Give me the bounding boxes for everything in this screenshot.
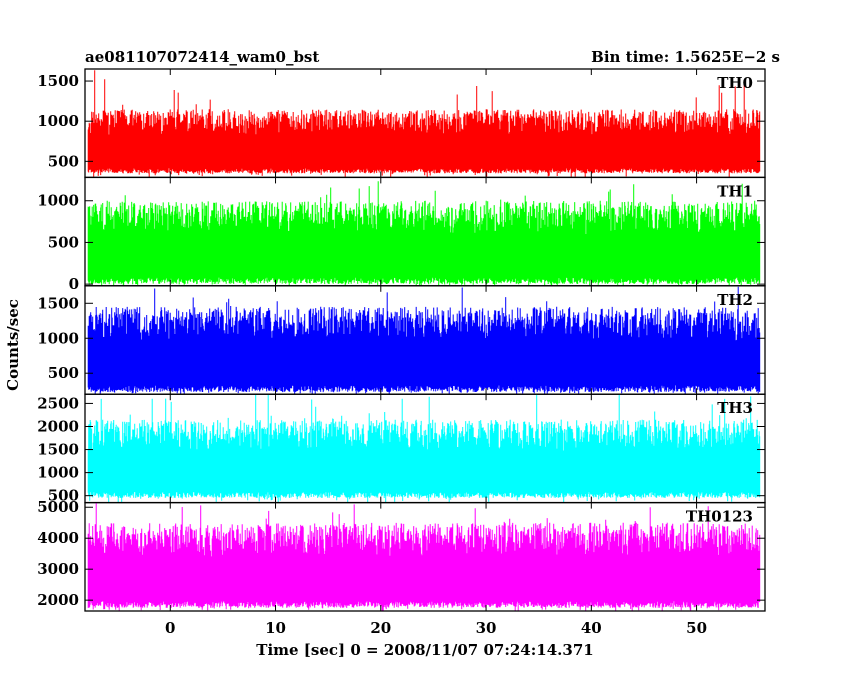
y-tick-label: 1000 — [37, 329, 79, 347]
series-line-th0123 — [87, 503, 761, 611]
y-tick-label: 0 — [69, 275, 79, 293]
y-tick-label: 2000 — [37, 417, 79, 435]
y-tick-label: 500 — [48, 487, 79, 505]
x-tick-label: 30 — [476, 619, 497, 637]
y-tick-label: 2500 — [37, 394, 79, 412]
chart-title: ae081107072414_wam0_bst — [85, 48, 319, 66]
x-tick-label: 0 — [165, 619, 175, 637]
y-tick-label: 500 — [48, 364, 79, 382]
panel-th3: 500 1000 1500 2000 2500 TH3 — [37, 393, 766, 505]
bin-time-label: Bin time: 1.5625E−2 s — [591, 48, 780, 66]
x-axis-label: Time [sec] 0 = 2008/11/07 07:24:14.371 — [256, 641, 593, 659]
series-line-th0 — [87, 70, 761, 178]
y-axis-label: Counts/sec — [4, 299, 22, 391]
x-tick-label: 20 — [370, 619, 391, 637]
y-tick-label: 2000 — [37, 591, 79, 609]
panel-frame — [84, 501, 766, 612]
series-line-th1 — [87, 181, 761, 286]
y-tick-label: 500 — [48, 152, 79, 170]
y-tick-label: 1500 — [37, 294, 79, 312]
y-tick-label: 1000 — [37, 112, 79, 130]
y-tick-label: 1500 — [37, 441, 79, 459]
panel-label: TH1 — [717, 182, 753, 200]
panel-th1: 0 500 1000 TH1 — [37, 176, 766, 293]
series-line-th2 — [87, 286, 761, 395]
x-tick-label: 50 — [686, 619, 707, 637]
y-tick-label: 4000 — [37, 529, 79, 547]
y-tick-label: 1000 — [37, 192, 79, 210]
y-tick-label: 5000 — [37, 498, 79, 516]
y-tick-label: 1000 — [37, 464, 79, 482]
panel-label: TH0123 — [686, 508, 753, 526]
y-tick-label: 3000 — [37, 560, 79, 578]
y-tick-label: 500 — [48, 233, 79, 251]
panel-label: TH3 — [717, 399, 753, 417]
panel-label: TH0 — [717, 74, 753, 92]
panel-th2: 500 1000 1500 TH2 — [37, 285, 766, 395]
panel-th0: 500 1000 1500 TH0 — [37, 68, 766, 179]
x-tick-label: 10 — [265, 619, 286, 637]
series-line-th3 — [87, 394, 761, 503]
y-tick-label: 1500 — [37, 72, 79, 90]
panel-label: TH2 — [717, 291, 753, 309]
x-tick-label: 40 — [581, 619, 602, 637]
panel-th0123: 2000 3000 4000 5000 TH0123 — [37, 498, 766, 612]
